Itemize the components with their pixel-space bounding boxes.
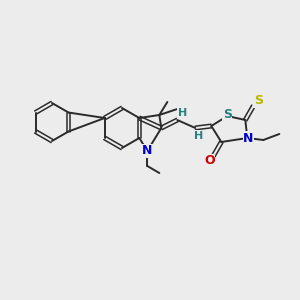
Text: O: O: [204, 154, 214, 167]
Text: S: S: [254, 94, 263, 107]
Text: N: N: [142, 145, 152, 158]
Text: S: S: [223, 109, 232, 122]
Text: H: H: [178, 108, 187, 118]
Text: N: N: [243, 131, 254, 145]
Text: H: H: [194, 131, 203, 141]
